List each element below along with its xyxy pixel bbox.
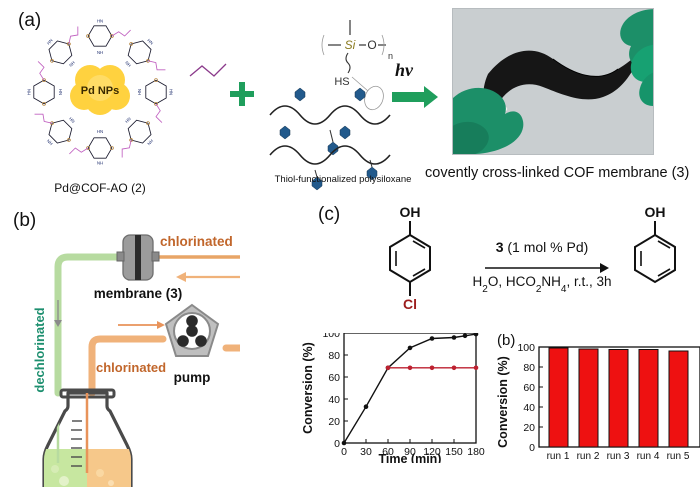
svg-text:100: 100	[322, 333, 340, 340]
svg-text:Cl: Cl	[403, 296, 417, 312]
svg-text:60: 60	[523, 382, 535, 394]
svg-text:chlorinated: chlorinated	[160, 234, 233, 249]
svg-text:chlorinated: chlorinated	[96, 360, 166, 375]
svg-text:HS: HS	[334, 76, 349, 88]
svg-text:80: 80	[328, 350, 340, 362]
svg-text:run 2: run 2	[577, 451, 600, 462]
svg-text:60: 60	[328, 372, 340, 384]
svg-text:Conversion (%): Conversion (%)	[496, 356, 510, 448]
svg-text:30: 30	[360, 446, 372, 458]
svg-text:0: 0	[341, 446, 347, 458]
svg-text:Cycle: Cycle	[601, 461, 634, 462]
svg-text:150: 150	[445, 446, 463, 458]
svg-text:H2O, HCO2NH4, r.t., 3h: H2O, HCO2NH4, r.t., 3h	[473, 274, 612, 295]
svg-text:0: 0	[529, 442, 535, 454]
svg-text:Conversion (%): Conversion (%)	[301, 342, 315, 434]
svg-text:OH: OH	[645, 204, 666, 220]
svg-text:20: 20	[328, 416, 340, 428]
svg-text:3 (1 mol % Pd): 3 (1 mol % Pd)	[496, 239, 589, 255]
svg-text:Si: Si	[345, 38, 356, 52]
svg-text:40: 40	[328, 394, 340, 406]
svg-text:0: 0	[334, 438, 340, 450]
svg-text:100: 100	[517, 342, 535, 354]
svg-text:40: 40	[523, 402, 535, 414]
svg-text:run 4: run 4	[637, 451, 660, 462]
svg-text:run 1: run 1	[547, 451, 570, 462]
svg-text:O: O	[367, 38, 376, 52]
svg-text:n: n	[388, 51, 393, 61]
svg-text:180: 180	[467, 446, 485, 458]
svg-text:80: 80	[523, 362, 535, 374]
svg-text:run 5: run 5	[667, 451, 690, 462]
svg-text:Thiol-functionalized polysilox: Thiol-functionalized polysiloxane	[275, 174, 412, 185]
svg-text:20: 20	[523, 422, 535, 434]
svg-text:Time (min): Time (min)	[379, 452, 442, 463]
svg-text:dechlorinated: dechlorinated	[32, 307, 47, 392]
svg-text:OH: OH	[400, 204, 421, 220]
svg-text:membrane (3): membrane (3)	[94, 286, 183, 301]
svg-text:pump: pump	[174, 370, 211, 385]
